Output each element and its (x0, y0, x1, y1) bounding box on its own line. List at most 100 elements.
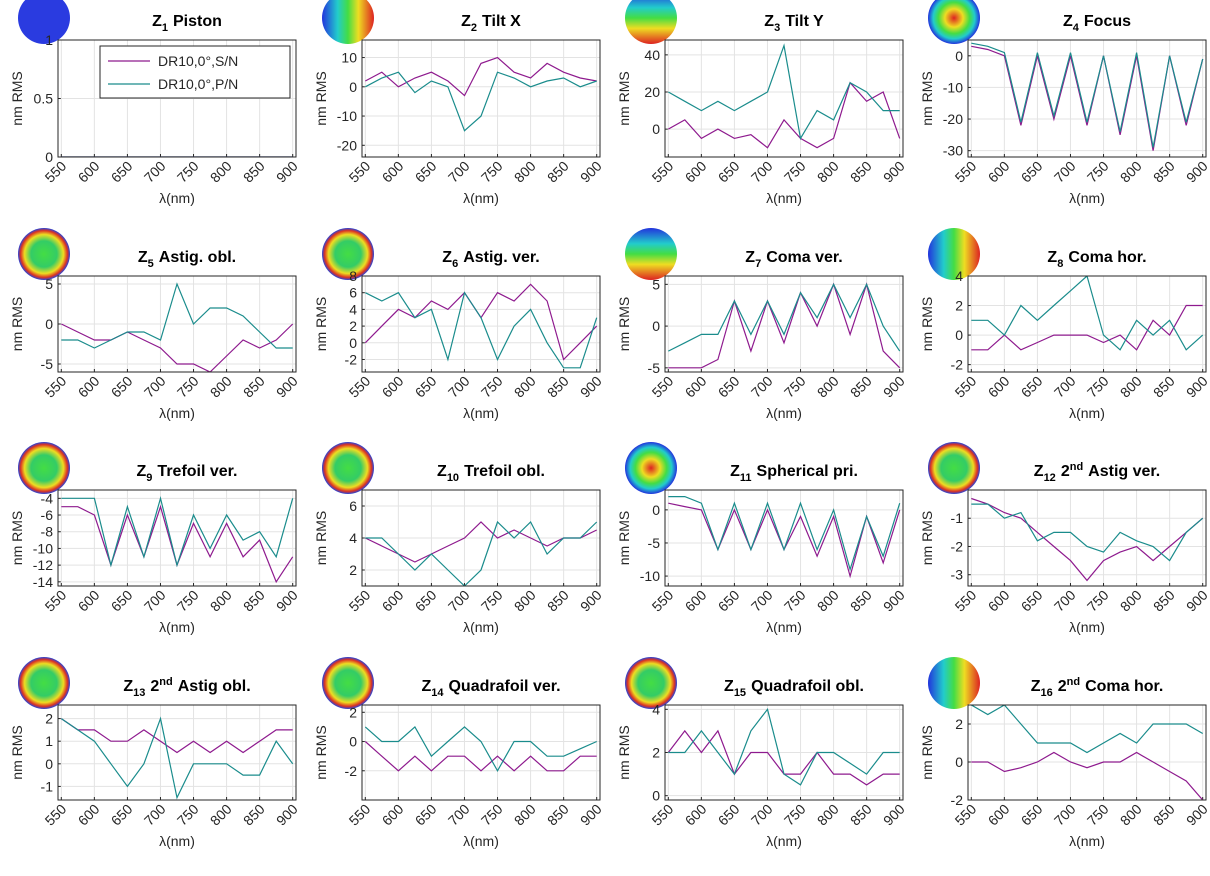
y-tick-label: -8 (41, 524, 54, 540)
x-tick-label: 550 (346, 801, 374, 829)
x-tick-label: 700 (141, 158, 169, 186)
plot-area (665, 490, 903, 586)
x-tick-label: 900 (880, 373, 908, 401)
x-tick-label: 550 (649, 801, 677, 829)
x-tick-label: 800 (511, 587, 539, 615)
x-tick-label: 600 (75, 587, 103, 615)
series-line (668, 81, 901, 149)
title-symbol: Z (437, 463, 447, 480)
series-line (668, 496, 901, 572)
y-tick-label: 8 (349, 268, 357, 284)
x-tick-label: 650 (412, 587, 440, 615)
x-tick-label: 700 (1051, 373, 1079, 401)
y-tick-label: -4 (41, 490, 54, 506)
x-tick-label: 900 (1183, 587, 1210, 615)
x-tick-label: 650 (715, 801, 743, 829)
title-index: 4 (1073, 22, 1080, 34)
x-tick-label: 600 (75, 373, 103, 401)
x-tick-label: 550 (346, 373, 374, 401)
chart-title: Z2 Tilt X (461, 13, 521, 34)
y-tick-label: -10 (640, 568, 660, 584)
x-axis-label: λ(nm) (766, 405, 802, 421)
y-tick-label: -2 (951, 538, 964, 554)
y-tick-label: 0 (652, 318, 660, 334)
x-tick-label: 600 (75, 801, 103, 829)
chart-title: Z4 Focus (1063, 13, 1131, 34)
y-axis-label: nm RMS (313, 511, 329, 565)
x-tick-label: 700 (748, 158, 776, 186)
x-tick-label: 900 (880, 158, 908, 186)
title-text: Quadrafoil ver. (448, 678, 560, 695)
y-tick-label: 4 (955, 268, 963, 284)
chart-title: Z3 Tilt Y (764, 13, 824, 34)
x-tick-label: 800 (814, 158, 842, 186)
y-tick-label: -1 (951, 510, 964, 526)
legend-label: DR10,0°,S/N (158, 53, 238, 69)
x-tick-label: 850 (240, 801, 268, 829)
plot-area (968, 276, 1206, 372)
x-tick-label: 750 (781, 801, 809, 829)
title-index: 15 (734, 687, 746, 699)
series-line (365, 520, 598, 586)
x-axis-label: λ(nm) (1069, 833, 1105, 849)
title-index: 2 (471, 22, 477, 34)
x-tick-label: 600 (682, 158, 710, 186)
x-tick-label: 550 (952, 158, 980, 186)
title-text: Astig ver. (1088, 463, 1160, 480)
title-text: Coma hor. (1068, 249, 1146, 266)
x-axis-label: λ(nm) (766, 833, 802, 849)
y-axis-label: nm RMS (919, 725, 935, 779)
chart-title: Z14 Quadrafoil ver. (421, 678, 560, 699)
series-line (365, 56, 597, 97)
y-axis-label: nm RMS (313, 71, 329, 125)
chart-title: Z16 2nd Coma hor. (1031, 676, 1164, 699)
y-tick-label: 0 (652, 121, 660, 137)
x-tick-label: 900 (273, 373, 301, 401)
title-index: 7 (755, 258, 761, 270)
chart-title: Z1 Piston (152, 13, 222, 34)
title-text: Coma hor. (1085, 678, 1163, 695)
y-tick-label: 6 (349, 285, 357, 301)
y-tick-label: 0 (349, 335, 357, 351)
x-tick-label: 850 (1150, 158, 1178, 186)
title-index: 16 (1040, 687, 1052, 699)
x-tick-label: 900 (273, 801, 301, 829)
zernike-map (625, 0, 677, 44)
axes-box (361, 275, 601, 373)
x-tick-label: 700 (445, 158, 473, 186)
x-tick-label: 650 (412, 373, 440, 401)
title-text: Piston (173, 13, 222, 30)
x-tick-label: 700 (445, 587, 473, 615)
series-line (365, 291, 598, 369)
x-tick-label: 850 (847, 158, 875, 186)
zernike-map (928, 0, 980, 44)
chart-title: Z6 Astig. ver. (442, 249, 539, 270)
x-tick-label: 650 (1018, 158, 1046, 186)
x-tick-label: 850 (1150, 587, 1178, 615)
x-tick-label: 800 (814, 587, 842, 615)
y-tick-label: -2 (951, 357, 964, 373)
x-tick-label: 850 (544, 373, 572, 401)
title-index: 8 (1057, 258, 1063, 270)
x-tick-label: 600 (985, 801, 1013, 829)
x-tick-label: 800 (511, 373, 539, 401)
x-tick-label: 650 (108, 158, 136, 186)
x-axis-label: λ(nm) (463, 619, 499, 635)
x-tick-label: 800 (1117, 373, 1145, 401)
axes-box (57, 275, 297, 373)
x-tick-label: 550 (42, 373, 70, 401)
chart-title: Z7 Coma ver. (745, 249, 842, 270)
axes-box (967, 704, 1207, 801)
y-tick-label: 5 (652, 276, 660, 292)
x-tick-label: 700 (748, 801, 776, 829)
title-symbol: Z (442, 249, 452, 266)
zernike-map (18, 228, 70, 280)
title-symbol: Z (137, 463, 147, 480)
y-tick-label: 2 (955, 716, 963, 732)
x-tick-label: 600 (985, 373, 1013, 401)
axes-box (664, 275, 904, 373)
title-index: 5 (148, 258, 154, 270)
x-tick-label: 750 (781, 158, 809, 186)
x-tick-label: 600 (75, 158, 103, 186)
